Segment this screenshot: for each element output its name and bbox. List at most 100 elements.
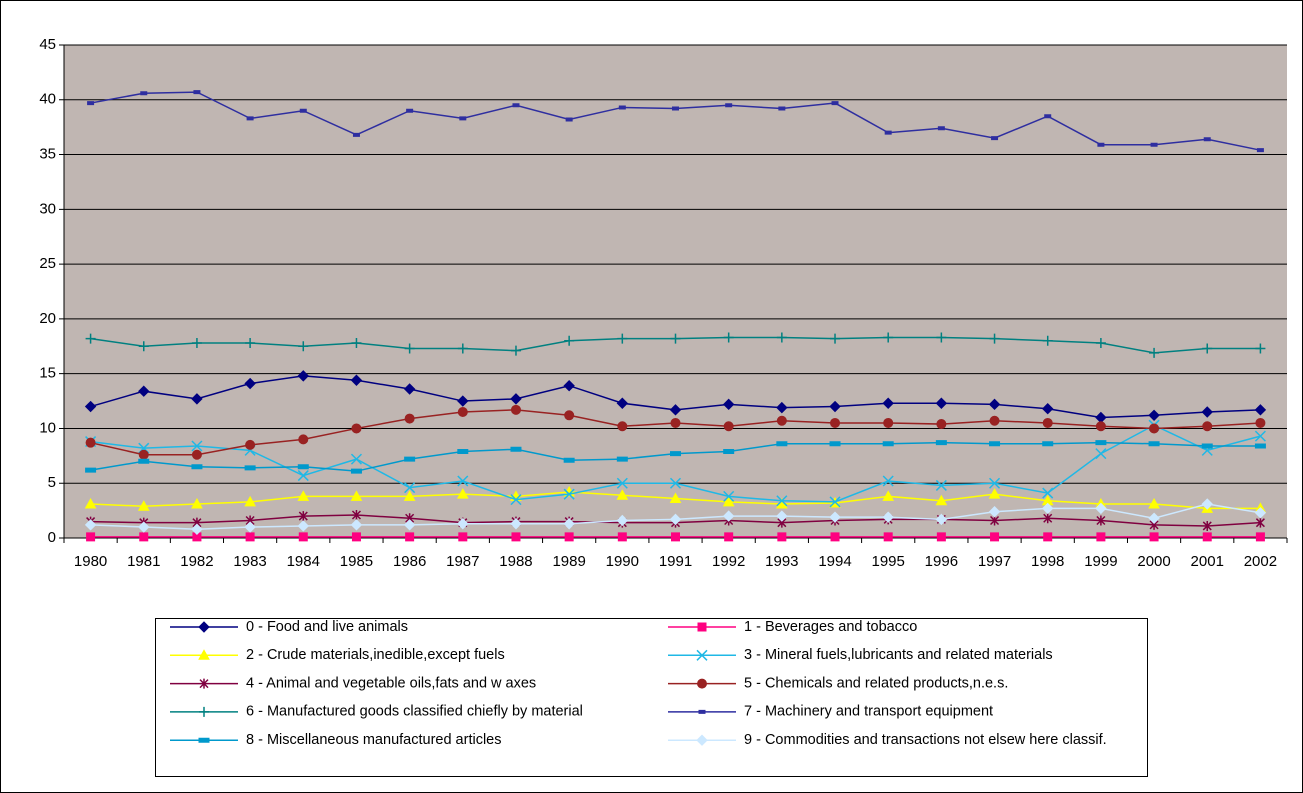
data-point	[350, 374, 363, 386]
data-point	[350, 468, 362, 474]
data-point	[1042, 441, 1054, 447]
legend	[155, 618, 1148, 777]
data-point	[510, 494, 522, 506]
data-point	[670, 417, 681, 428]
data-point	[722, 398, 735, 411]
data-point	[882, 490, 895, 501]
data-point	[404, 413, 415, 424]
data-point	[616, 456, 628, 462]
data-point	[84, 400, 97, 413]
data-point	[776, 495, 788, 507]
legend-label: 1 - Beverages and tobacco	[744, 619, 917, 635]
data-point	[245, 532, 255, 542]
data-point	[1201, 406, 1213, 418]
data-point	[87, 101, 95, 106]
data-point	[1096, 515, 1106, 526]
x-tick-label: 1993	[765, 553, 798, 570]
data-point	[669, 404, 682, 416]
y-tick-label: 10	[39, 419, 56, 436]
data-point	[723, 490, 735, 502]
data-point	[618, 105, 626, 110]
data-point	[84, 519, 97, 531]
data-point	[1150, 142, 1158, 147]
data-point	[988, 488, 1001, 499]
data-point	[989, 477, 1001, 489]
data-point	[1202, 421, 1213, 432]
data-point	[297, 470, 309, 482]
data-point	[831, 101, 839, 106]
data-point	[245, 439, 256, 450]
data-point	[935, 397, 948, 409]
y-tick-label: 45	[39, 36, 56, 53]
legend-marker	[198, 621, 210, 633]
data-point	[297, 464, 309, 470]
legend-label: 7 - Machinery and transport equipment	[744, 704, 993, 720]
data-point	[669, 513, 682, 526]
data-point	[1148, 409, 1160, 422]
data-point	[457, 475, 469, 487]
data-point	[297, 520, 309, 532]
x-tick-label: 1987	[446, 553, 479, 570]
data-point	[457, 518, 469, 530]
data-point	[935, 513, 948, 526]
legend-label: 8 - Miscellaneous manufactured articles	[246, 732, 501, 748]
data-point	[512, 103, 520, 108]
data-point	[191, 464, 203, 470]
data-point	[140, 91, 148, 96]
data-point	[722, 510, 735, 522]
data-point	[245, 337, 256, 348]
legend-marker	[199, 706, 209, 717]
data-point	[298, 532, 308, 542]
data-point	[352, 132, 360, 137]
data-point	[563, 457, 575, 463]
data-point	[1095, 337, 1106, 348]
data-point	[350, 453, 362, 465]
data-point	[510, 404, 521, 415]
data-point	[883, 417, 894, 428]
data-point	[1256, 148, 1264, 153]
data-point	[935, 479, 947, 491]
data-point	[405, 532, 415, 542]
data-point	[298, 434, 309, 445]
data-point	[616, 514, 629, 527]
data-point	[297, 370, 309, 382]
data-point	[1202, 343, 1213, 354]
data-point	[1254, 430, 1266, 442]
legend-label: 5 - Chemicals and related products,n.e.s…	[744, 675, 1008, 691]
data-point	[138, 458, 150, 464]
x-tick-label: 1981	[127, 553, 160, 570]
legend-label: 0 - Food and live animals	[246, 619, 408, 635]
legend-marker	[696, 734, 708, 746]
data-point	[883, 332, 894, 343]
y-tick-label: 35	[39, 146, 56, 163]
x-tick-label: 1980	[74, 553, 107, 570]
x-tick-label: 1992	[712, 553, 745, 570]
data-point	[669, 492, 682, 504]
data-point	[882, 397, 894, 409]
data-point	[191, 393, 203, 405]
data-point	[936, 419, 947, 430]
data-point	[1255, 532, 1265, 542]
data-point	[298, 511, 308, 522]
data-point	[137, 500, 150, 511]
x-tick-label: 2000	[1137, 553, 1170, 570]
data-point	[1097, 142, 1105, 147]
data-point	[350, 490, 363, 501]
data-point	[85, 467, 97, 473]
data-point	[403, 383, 416, 395]
data-point	[510, 393, 522, 405]
data-point	[1149, 532, 1159, 542]
data-point	[458, 532, 468, 542]
data-point	[86, 532, 96, 542]
legend-label: 2 - Crude materials,inedible,except fuel…	[246, 647, 505, 663]
data-point	[988, 505, 1001, 518]
data-point	[404, 343, 415, 354]
data-point	[1043, 532, 1053, 542]
data-point	[671, 532, 680, 542]
data-point	[830, 532, 840, 542]
data-point	[617, 421, 628, 432]
data-point	[563, 518, 575, 530]
x-tick-label: 1994	[818, 553, 851, 570]
data-point	[776, 332, 787, 343]
data-point	[565, 117, 573, 122]
